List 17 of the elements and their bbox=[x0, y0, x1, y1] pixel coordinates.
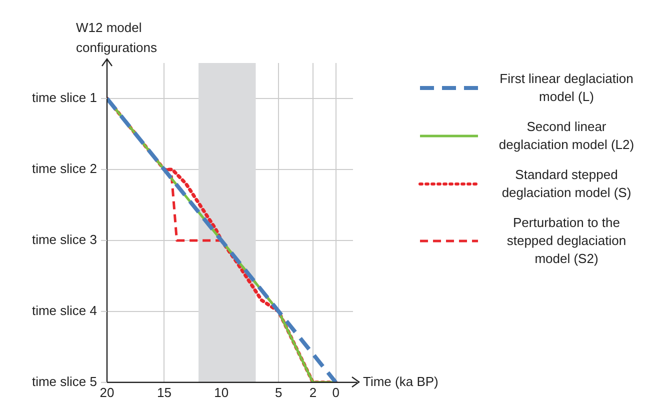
x-tick-label: 2 bbox=[309, 384, 317, 400]
x-tick-label: 10 bbox=[214, 384, 229, 400]
text: Second linear deglaciation model (L2) bbox=[498, 118, 636, 154]
legend-label: First linear deglaciation model (L) bbox=[498, 70, 634, 106]
category-label: time slice 5 bbox=[32, 374, 97, 389]
category-label: time slice 2 bbox=[32, 161, 97, 176]
x-tick-label: 20 bbox=[100, 384, 114, 400]
legend-label: Perturbation to the stepped deglaciation model (S2) bbox=[506, 214, 628, 268]
y-axis-title: W12 model configurations bbox=[76, 19, 158, 57]
x-tick-label: 15 bbox=[156, 384, 172, 400]
category-label: time slice 3 bbox=[32, 232, 97, 248]
category-label: time slice 4 bbox=[32, 303, 97, 318]
text: Standard stepped deglaciation model (S) bbox=[500, 166, 632, 202]
x-tick-label: 0 bbox=[332, 384, 340, 400]
category-label: time slice 1 bbox=[32, 90, 97, 106]
x-axis-title: Time (ka BP) bbox=[363, 374, 438, 389]
x-tick-label: 5 bbox=[275, 384, 282, 400]
